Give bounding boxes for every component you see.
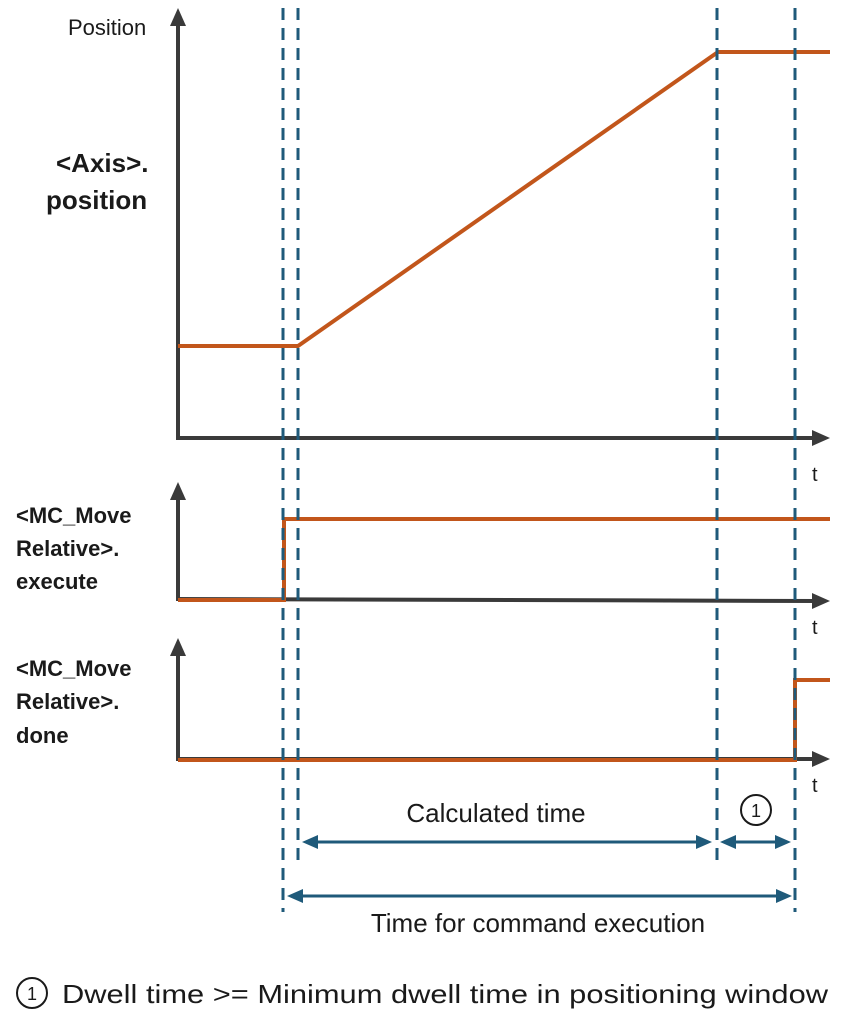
execute-x-axis-arrow [812,593,830,609]
done-y-axis-arrow [170,638,186,656]
dwell-marker-circle [740,794,772,826]
command-time-arrow-right [776,889,792,903]
done-label-line3: done [16,723,69,748]
footnote: 1 Dwell time >= Minimum dwell time in po… [16,977,828,1009]
axis-position-signal [178,50,830,348]
done-signal [178,678,830,762]
dwell-arrow-left [720,835,736,849]
done-x-axis-arrow [812,751,830,767]
dwell-dimension: 1 [720,794,791,849]
execute-panel: <MC_Move Relative>. execute t [16,482,830,639]
command-time-arrow-left [287,889,303,903]
position-panel: Position <Axis>. position t [46,8,830,486]
footnote-text: Dwell time >= Minimum dwell time in posi… [62,979,828,1009]
position-y-axis-arrow [170,8,186,26]
execute-label-line2: Relative>. [16,536,119,561]
command-time-label: Time for command execution [371,908,705,938]
calculated-time-label: Calculated time [406,798,585,828]
dwell-arrow-right [775,835,791,849]
execute-signal [178,517,830,602]
command-time-dimension: Time for command execution [287,889,792,938]
footnote-marker-number: 1 [27,984,37,1004]
axis-position-label-line2: position [46,185,147,215]
execute-label-line1: <MC_Move [16,503,132,528]
done-label-line1: <MC_Move [16,656,132,681]
calculated-time-dimension: Calculated time [302,798,712,849]
calculated-time-arrow-left [302,835,318,849]
done-label-line2: Relative>. [16,689,119,714]
dwell-marker-number: 1 [751,801,761,821]
done-panel: <MC_Move Relative>. done t [16,638,830,797]
position-axis-title: Position [68,15,146,40]
execute-y-axis-arrow [170,482,186,500]
done-time-label: t [812,775,818,797]
position-time-label: t [812,464,818,486]
execute-time-label: t [812,617,818,639]
execute-label-line3: execute [16,569,98,594]
footnote-marker-circle [16,977,48,1009]
position-x-axis-arrow [812,430,830,446]
axis-position-label-line1: <Axis>. [56,148,149,178]
calculated-time-arrow-right [696,835,712,849]
